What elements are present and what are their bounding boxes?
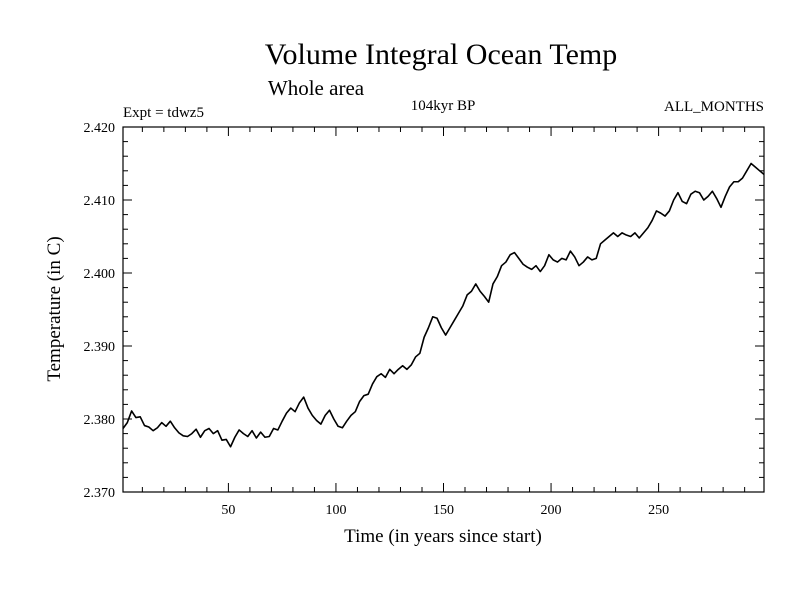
x-tick-label: 200	[541, 503, 562, 518]
expt-label: Expt = tdwz5	[123, 105, 204, 121]
temperature-series-line	[122, 162, 765, 448]
y-tick-label: 2.400	[84, 267, 116, 282]
y-axis-ticks	[123, 126, 764, 493]
x-tick-label: 250	[648, 503, 669, 518]
x-axis-ticks	[141, 127, 746, 492]
x-axis-label: Time (in years since start)	[344, 526, 542, 547]
chart-subtitle: Whole area	[268, 76, 365, 100]
plot-area-frame	[122, 126, 765, 493]
x-axis-tick-labels: 50 100 150 200 250	[221, 503, 669, 518]
y-axis-tick-labels: 2.370 2.380 2.390 2.400 2.410 2.420	[84, 121, 116, 501]
y-axis-label: Temperature (in C)	[44, 236, 65, 381]
x-tick-label: 100	[325, 503, 346, 518]
months-label: ALL_MONTHS	[664, 99, 764, 115]
y-tick-label: 2.410	[84, 194, 116, 209]
period-label: 104kyr BP	[411, 98, 476, 114]
y-tick-label: 2.380	[84, 413, 116, 428]
y-tick-label: 2.390	[84, 340, 116, 355]
y-tick-label: 2.370	[84, 486, 116, 501]
chart-title: Volume Integral Ocean Temp	[265, 38, 618, 71]
x-tick-label: 50	[221, 503, 235, 518]
y-tick-label: 2.420	[84, 121, 116, 136]
x-tick-label: 150	[433, 503, 454, 518]
